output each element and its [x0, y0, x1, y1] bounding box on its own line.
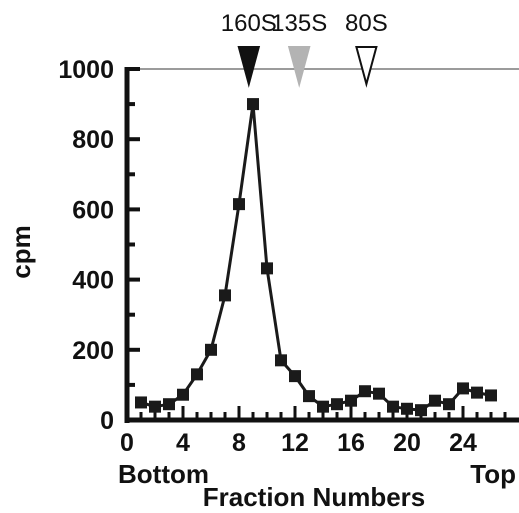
- y-axis-title: cpm: [6, 225, 36, 278]
- data-point: [485, 389, 497, 402]
- data-point: [387, 400, 399, 413]
- data-point: [233, 198, 245, 211]
- data-point: [247, 98, 259, 111]
- x-end-label-bottom: Bottom: [118, 459, 209, 489]
- x-tick-label: 8: [232, 429, 246, 457]
- data-point: [135, 396, 147, 409]
- data-point: [401, 402, 413, 415]
- data-point: [415, 404, 427, 417]
- data-point: [443, 398, 455, 411]
- data-point: [177, 388, 189, 401]
- data-point: [373, 387, 385, 400]
- data-point: [331, 398, 343, 411]
- axis-labels: 0 200 400 600 800 1000 0 4 8 12 16 20 24 Bottom Top Fra…: [6, 56, 516, 512]
- x-end-label-top: Top: [470, 459, 516, 489]
- data-point: [219, 289, 231, 302]
- x-tick-label: 16: [337, 429, 365, 457]
- x-tick-label: 12: [281, 429, 309, 457]
- sedimentation-marker-label: 160S: [221, 10, 277, 37]
- data-point: [163, 398, 175, 411]
- sedimentation-marker-triangle: [237, 46, 261, 88]
- y-tick-label: 0: [100, 407, 114, 435]
- y-tick-label: 600: [72, 196, 114, 224]
- sedimentation-marker-label: 80S: [345, 10, 388, 37]
- data-point: [457, 382, 469, 395]
- data-point: [471, 386, 483, 399]
- axes: [124, 67, 519, 423]
- sedimentation-marker-label: 135S: [271, 10, 327, 37]
- data-point: [345, 394, 357, 407]
- y-tick-label: 800: [72, 126, 114, 154]
- series-line: [140, 102, 492, 412]
- data-point: [303, 390, 315, 403]
- data-point: [149, 400, 161, 413]
- x-tick-label: 4: [176, 429, 190, 457]
- data-point: [359, 385, 371, 398]
- x-tick-label: 24: [449, 429, 477, 457]
- series-layer: [135, 98, 497, 417]
- y-tick-label: 1000: [58, 56, 114, 84]
- data-point: [191, 368, 203, 381]
- data-point: [289, 370, 301, 383]
- x-axis-title: Fraction Numbers: [203, 482, 426, 512]
- sedimentation-marker-triangle: [287, 46, 311, 88]
- y-tick-label: 400: [72, 267, 114, 295]
- data-point: [205, 343, 217, 356]
- data-point: [275, 354, 287, 367]
- x-tick-label: 0: [120, 429, 134, 457]
- data-point: [317, 400, 329, 413]
- y-tick-label: 200: [72, 337, 114, 365]
- data-point: [429, 394, 441, 407]
- sedimentation-marker-triangle: [355, 46, 378, 88]
- data-point: [261, 262, 273, 275]
- x-tick-label: 20: [393, 429, 421, 457]
